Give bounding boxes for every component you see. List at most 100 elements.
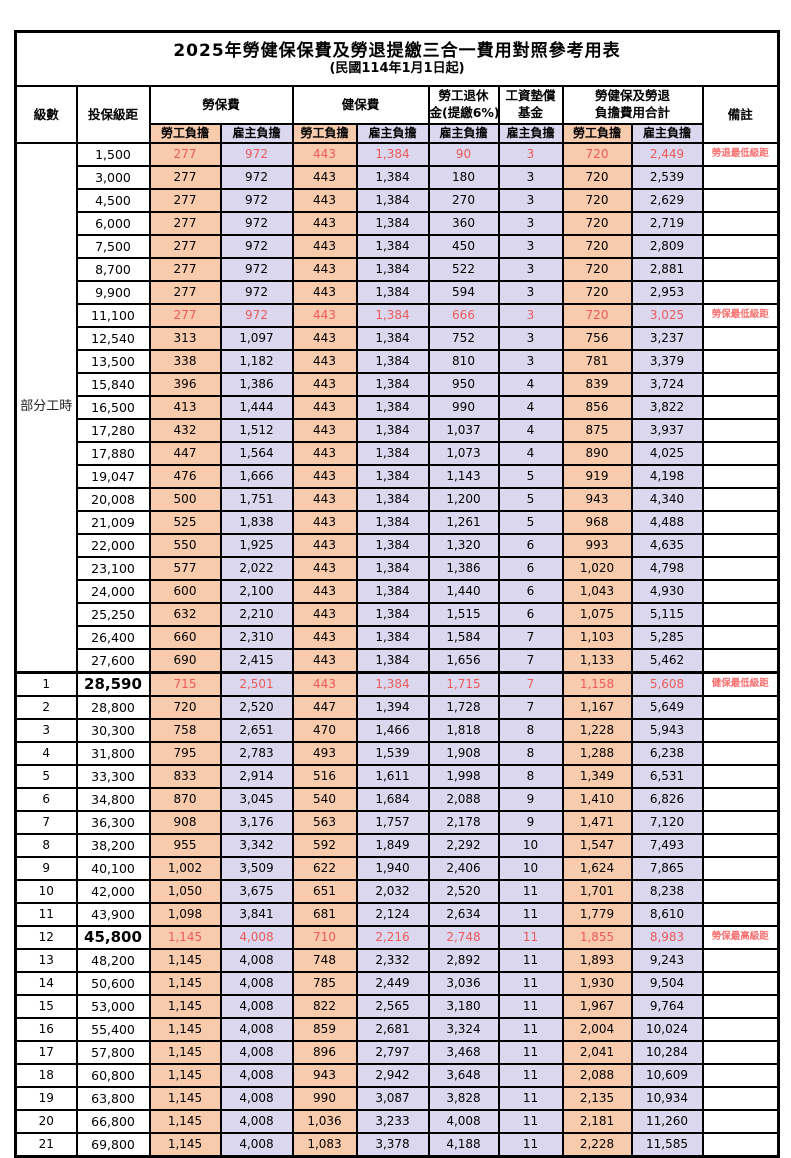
value-cell: 4,025 bbox=[630, 441, 704, 466]
value-cell: 7 bbox=[497, 671, 564, 697]
table-row: 21 69,800 1,145 4,008 1,083 3,378 4,188 11 2,228… bbox=[14, 1132, 780, 1158]
value-cell: 1,466 bbox=[355, 718, 430, 743]
value-cell: 1,384 bbox=[355, 257, 430, 282]
value-cell: 3,036 bbox=[427, 971, 500, 996]
value-cell: 833 bbox=[148, 764, 222, 789]
value-cell: 443 bbox=[291, 441, 358, 466]
col-header-total: 勞健保及勞退 負擔費用合計 bbox=[561, 85, 704, 125]
note-cell: 健保最低級距 bbox=[701, 671, 780, 697]
value-cell: 2,681 bbox=[355, 1017, 430, 1042]
value-cell: 993 bbox=[561, 533, 633, 558]
col-header-wage-fund-line1: 工資墊償 bbox=[505, 88, 556, 104]
value-cell: 968 bbox=[561, 510, 633, 535]
value-cell: 2,181 bbox=[561, 1109, 633, 1134]
bracket-cell: 27,600 bbox=[75, 648, 151, 674]
value-cell: 1,083 bbox=[291, 1132, 358, 1158]
value-cell: 4,008 bbox=[219, 1063, 294, 1088]
value-cell: 11 bbox=[497, 1017, 564, 1042]
value-cell: 822 bbox=[291, 994, 358, 1019]
value-cell: 3,378 bbox=[355, 1132, 430, 1158]
value-cell: 1,440 bbox=[427, 579, 500, 604]
note-cell bbox=[701, 579, 780, 604]
value-cell: 1,908 bbox=[427, 741, 500, 766]
value-cell: 447 bbox=[148, 441, 222, 466]
note-cell bbox=[701, 464, 780, 489]
value-cell: 715 bbox=[148, 671, 222, 697]
value-cell: 443 bbox=[291, 211, 358, 236]
value-cell: 1,261 bbox=[427, 510, 500, 535]
value-cell: 3,937 bbox=[630, 418, 704, 443]
value-cell: 10,284 bbox=[630, 1040, 704, 1065]
table-row: 13,500 338 1,182 443 1,384 810 3 781 3,379 bbox=[16, 349, 780, 374]
note-cell bbox=[701, 1132, 780, 1158]
value-cell: 3,233 bbox=[355, 1109, 430, 1134]
value-cell: 839 bbox=[561, 372, 633, 397]
reference-table-sheet: 2025年勞健保保費及勞退提繳三合一費用對照參考用表 (民國114年1月1日起)… bbox=[14, 30, 781, 1158]
value-cell: 3,675 bbox=[219, 879, 294, 904]
bracket-cell: 57,800 bbox=[75, 1040, 151, 1065]
value-cell: 1,145 bbox=[148, 1086, 222, 1111]
value-cell: 11 bbox=[497, 1132, 564, 1158]
value-cell: 4,188 bbox=[427, 1132, 500, 1158]
title-cell: 2025年勞健保保費及勞退提繳三合一費用對照參考用表 (民國114年1月1日起) bbox=[14, 30, 780, 87]
title-row: 2025年勞健保保費及勞退提繳三合一費用對照參考用表 (民國114年1月1日起) bbox=[14, 30, 780, 87]
note-cell bbox=[701, 948, 780, 973]
value-cell: 875 bbox=[561, 418, 633, 443]
value-cell: 11 bbox=[497, 948, 564, 973]
value-cell: 443 bbox=[291, 349, 358, 374]
value-cell: 3,324 bbox=[427, 1017, 500, 1042]
value-cell: 540 bbox=[291, 787, 358, 812]
table-row: 17 57,800 1,145 4,008 896 2,797 3,468 11 2,041 10… bbox=[14, 1040, 780, 1065]
value-cell: 3 bbox=[497, 188, 564, 213]
value-cell: 2,004 bbox=[561, 1017, 633, 1042]
value-cell: 11 bbox=[497, 1040, 564, 1065]
value-cell: 2,100 bbox=[219, 579, 294, 604]
value-cell: 2,088 bbox=[427, 787, 500, 812]
value-cell: 919 bbox=[561, 464, 633, 489]
value-cell: 795 bbox=[148, 741, 222, 766]
fee-reference-table: 2025年勞健保保費及勞退提繳三合一費用對照參考用表 (民國114年1月1日起)… bbox=[14, 30, 781, 1158]
value-cell: 592 bbox=[291, 833, 358, 858]
bracket-cell: 36,300 bbox=[75, 810, 151, 835]
level-cell: 15 bbox=[14, 994, 78, 1019]
value-cell: 870 bbox=[148, 787, 222, 812]
value-cell: 2,310 bbox=[219, 625, 294, 650]
subheader-total-employee: 勞工負擔 bbox=[561, 123, 633, 144]
value-cell: 5,462 bbox=[630, 648, 704, 674]
value-cell: 2,942 bbox=[355, 1063, 430, 1088]
bracket-cell: 69,800 bbox=[75, 1132, 151, 1158]
value-cell: 360 bbox=[427, 211, 500, 236]
bracket-cell: 28,800 bbox=[75, 695, 151, 720]
value-cell: 1,384 bbox=[355, 671, 430, 697]
value-cell: 1,611 bbox=[355, 764, 430, 789]
note-cell bbox=[701, 510, 780, 535]
value-cell: 1,849 bbox=[355, 833, 430, 858]
table-row: 21,009 525 1,838 443 1,384 1,261 5 968 4,488 bbox=[16, 510, 780, 535]
value-cell: 10 bbox=[497, 856, 564, 881]
value-cell: 10,934 bbox=[630, 1086, 704, 1111]
table-row: 4,500 277 972 443 1,384 270 3 720 2,629 bbox=[16, 188, 780, 213]
value-cell: 476 bbox=[148, 464, 222, 489]
bracket-cell: 43,900 bbox=[75, 902, 151, 927]
value-cell: 1,384 bbox=[355, 418, 430, 443]
value-cell: 6 bbox=[497, 533, 564, 558]
value-cell: 660 bbox=[148, 625, 222, 650]
value-cell: 890 bbox=[561, 441, 633, 466]
value-cell: 1,145 bbox=[148, 925, 222, 950]
value-cell: 1,145 bbox=[148, 1063, 222, 1088]
value-cell: 443 bbox=[291, 556, 358, 581]
value-cell: 413 bbox=[148, 395, 222, 420]
value-cell: 1,384 bbox=[355, 188, 430, 213]
col-header-bracket: 投保級距 bbox=[75, 85, 151, 144]
table-row: 11,100 277 972 443 1,384 666 3 720 3,025 勞保最低級距 bbox=[16, 303, 780, 328]
value-cell: 447 bbox=[291, 695, 358, 720]
note-cell bbox=[701, 165, 780, 190]
value-cell: 2,748 bbox=[427, 925, 500, 950]
value-cell: 1,384 bbox=[355, 372, 430, 397]
value-cell: 500 bbox=[148, 487, 222, 512]
col-header-wage-fund-line2: 基金 bbox=[517, 105, 543, 120]
value-cell: 2,797 bbox=[355, 1040, 430, 1065]
value-cell: 3,828 bbox=[427, 1086, 500, 1111]
value-cell: 3,509 bbox=[219, 856, 294, 881]
value-cell: 577 bbox=[148, 556, 222, 581]
